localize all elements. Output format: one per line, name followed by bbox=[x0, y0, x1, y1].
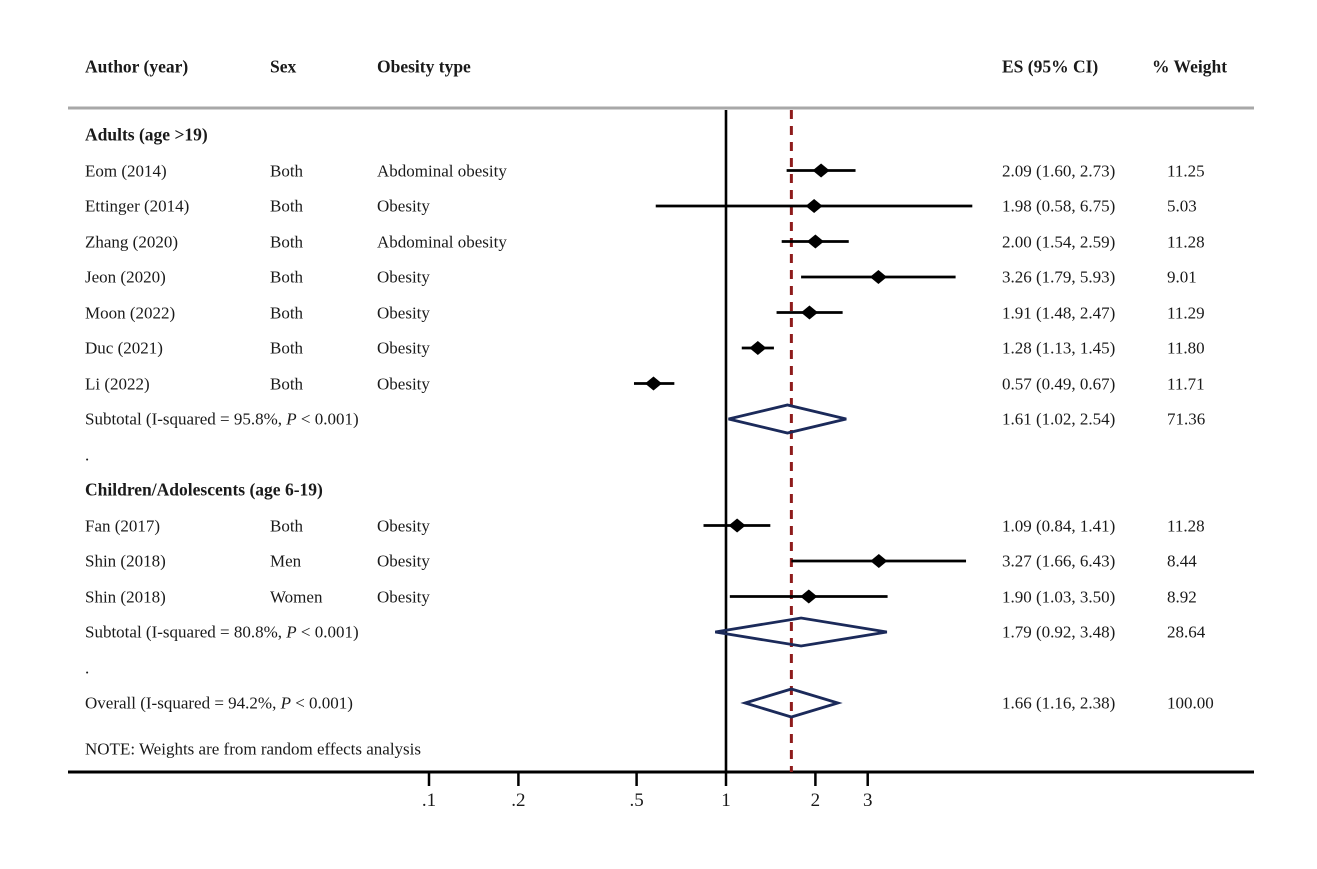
study-sex: Both bbox=[270, 161, 304, 180]
study-weight: 11.25 bbox=[1167, 161, 1205, 180]
overall-weight: 100.00 bbox=[1167, 693, 1214, 713]
study-weight: 11.80 bbox=[1167, 338, 1205, 358]
study-obesity-type: Obesity bbox=[377, 196, 430, 216]
es-point-marker bbox=[800, 589, 818, 604]
es-point-marker bbox=[749, 341, 767, 355]
study-author: Duc (2021) bbox=[85, 338, 163, 358]
study-author: Jeon (2020) bbox=[85, 267, 166, 287]
study-author: Ettinger (2014) bbox=[85, 196, 190, 216]
study-author: Shin (2018) bbox=[85, 551, 166, 571]
subtotal-label: Subtotal (I-squared = 95.8%, P < 0.001) bbox=[85, 409, 359, 429]
es-point-marker bbox=[800, 305, 818, 320]
subtotal-es-ci: 1.61 (1.02, 2.54) bbox=[1002, 409, 1116, 429]
x-axis-tick-label: 2 bbox=[811, 790, 821, 811]
es-point-marker bbox=[728, 518, 746, 533]
group-heading: Children/Adolescents (age 6-19) bbox=[85, 479, 323, 500]
es-point-marker bbox=[805, 199, 823, 213]
study-obesity-type: Obesity bbox=[377, 374, 430, 393]
study-weight: 11.29 bbox=[1167, 303, 1205, 322]
x-axis-tick-label: 1 bbox=[721, 790, 731, 811]
study-es-ci: 0.57 (0.49, 0.67) bbox=[1002, 374, 1116, 393]
study-obesity-type: Abdominal obesity bbox=[377, 232, 507, 251]
study-obesity-type: Obesity bbox=[377, 267, 430, 287]
study-weight: 11.28 bbox=[1167, 232, 1205, 251]
x-axis-tick-label: 3 bbox=[863, 790, 873, 811]
study-es-ci: 2.00 (1.54, 2.59) bbox=[1002, 232, 1116, 251]
study-obesity-type: Obesity bbox=[377, 516, 430, 535]
study-es-ci: 3.27 (1.66, 6.43) bbox=[1002, 551, 1116, 571]
x-axis-tick-label: .1 bbox=[422, 790, 436, 811]
study-es-ci: 1.09 (0.84, 1.41) bbox=[1002, 516, 1116, 535]
subtotal-weight: 71.36 bbox=[1167, 409, 1206, 429]
pooled-diamond bbox=[715, 616, 888, 648]
study-sex: Both bbox=[270, 232, 304, 251]
subtotal-weight: 28.64 bbox=[1167, 622, 1206, 642]
es-point-marker bbox=[869, 270, 887, 284]
study-weight: 11.71 bbox=[1167, 374, 1205, 393]
study-sex: Both bbox=[270, 374, 304, 393]
col-header-obesity-type: Obesity type bbox=[377, 56, 471, 77]
study-sex: Women bbox=[270, 587, 323, 606]
study-author: Moon (2022) bbox=[85, 303, 176, 322]
study-author: Li (2022) bbox=[85, 374, 150, 393]
study-sex: Both bbox=[270, 267, 304, 287]
col-header-author: Author (year) bbox=[85, 56, 189, 77]
study-weight: 8.44 bbox=[1167, 551, 1197, 571]
study-author: Shin (2018) bbox=[85, 587, 166, 606]
col-header-sex: Sex bbox=[270, 56, 297, 77]
es-point-marker bbox=[812, 163, 830, 178]
separator-dot: . bbox=[85, 658, 90, 677]
es-point-marker bbox=[806, 234, 824, 249]
study-es-ci: 2.09 (1.60, 2.73) bbox=[1002, 161, 1116, 180]
separator-dot: . bbox=[85, 445, 90, 464]
x-axis-tick-label: .5 bbox=[629, 790, 643, 811]
study-es-ci: 1.90 (1.03, 3.50) bbox=[1002, 587, 1116, 606]
subtotal-es-ci: 1.79 (0.92, 3.48) bbox=[1002, 622, 1116, 642]
study-author: Zhang (2020) bbox=[85, 232, 179, 251]
study-sex: Both bbox=[270, 196, 304, 216]
study-obesity-type: Obesity bbox=[377, 303, 430, 322]
es-point-marker bbox=[644, 376, 662, 391]
overall-es-ci: 1.66 (1.16, 2.38) bbox=[1002, 693, 1116, 713]
study-obesity-type: Abdominal obesity bbox=[377, 161, 507, 180]
study-weight: 9.01 bbox=[1167, 267, 1197, 287]
study-author: Eom (2014) bbox=[85, 161, 167, 180]
study-weight: 11.28 bbox=[1167, 516, 1205, 535]
study-author: Fan (2017) bbox=[85, 516, 161, 535]
overall-label: Overall (I-squared = 94.2%, P < 0.001) bbox=[85, 693, 353, 713]
col-header-es: ES (95% CI) bbox=[1002, 56, 1099, 77]
study-obesity-type: Obesity bbox=[377, 587, 430, 606]
subtotal-label: Subtotal (I-squared = 80.8%, P < 0.001) bbox=[85, 622, 359, 642]
study-obesity-type: Obesity bbox=[377, 338, 430, 358]
random-effects-note: NOTE: Weights are from random effects an… bbox=[85, 739, 422, 759]
group-heading: Adults (age >19) bbox=[85, 124, 208, 145]
col-header-weight: % Weight bbox=[1152, 56, 1228, 77]
study-es-ci: 3.26 (1.79, 5.93) bbox=[1002, 267, 1116, 287]
es-point-marker bbox=[870, 554, 888, 568]
study-es-ci: 1.28 (1.13, 1.45) bbox=[1002, 338, 1116, 358]
study-obesity-type: Obesity bbox=[377, 551, 430, 571]
study-es-ci: 1.91 (1.48, 2.47) bbox=[1002, 303, 1116, 322]
pooled-diamond bbox=[740, 687, 843, 719]
study-sex: Both bbox=[270, 338, 304, 358]
study-weight: 5.03 bbox=[1167, 196, 1197, 216]
study-sex: Men bbox=[270, 551, 302, 571]
pooled-diamond bbox=[728, 403, 847, 435]
study-sex: Both bbox=[270, 516, 304, 535]
study-es-ci: 1.98 (0.58, 6.75) bbox=[1002, 196, 1116, 216]
x-axis-tick-label: .2 bbox=[511, 790, 525, 811]
study-sex: Both bbox=[270, 303, 304, 322]
study-weight: 8.92 bbox=[1167, 587, 1197, 606]
